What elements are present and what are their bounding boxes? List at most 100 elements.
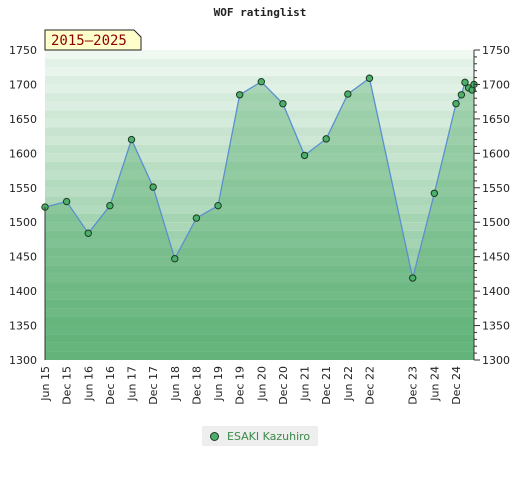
legend: ESAKI Kazuhiro (202, 426, 318, 446)
grid-band (45, 213, 474, 223)
y-tick-label: 1600 (482, 147, 510, 160)
data-point (257, 77, 266, 86)
x-tick-label: Dec 18 (190, 366, 203, 405)
x-tick-label: Jun 17 (126, 366, 139, 402)
data-point (452, 100, 460, 108)
grid-band (45, 187, 474, 197)
x-tick-label: Dec 17 (147, 366, 160, 405)
x-tick-label: Jun 22 (342, 366, 355, 402)
y-tick-label: 1750 (482, 44, 510, 57)
data-point (365, 74, 374, 82)
grid-band (45, 196, 474, 205)
grid-band (45, 179, 474, 188)
grid-band (45, 248, 474, 257)
grid-band (45, 170, 474, 180)
data-point (149, 183, 157, 191)
y-tick-label: 1650 (482, 113, 510, 126)
grid-band (45, 101, 474, 111)
data-point (300, 151, 309, 160)
grid-band (45, 50, 474, 59)
x-tick-label: Dec 20 (277, 366, 290, 405)
chart-title: WOF ratinglist (213, 6, 307, 19)
grid-band (45, 127, 474, 137)
data-point (84, 229, 92, 237)
area-layer (45, 78, 474, 360)
grid-band (45, 316, 474, 326)
grid-band (45, 84, 474, 94)
data-point (106, 201, 114, 210)
grid-band (45, 256, 474, 266)
data-point (409, 274, 417, 282)
x-tick-label: Dec 22 (363, 366, 376, 405)
data-point (279, 100, 287, 108)
grid-band (45, 273, 474, 283)
grid-band (45, 205, 474, 214)
grid-band (45, 342, 474, 352)
x-tick-label: Dec 24 (450, 366, 463, 405)
data-point (235, 91, 244, 99)
y-tick-label: 1500 (482, 216, 510, 229)
data-point (171, 255, 179, 263)
grid-band (45, 67, 474, 76)
y-tick-label: 1700 (482, 78, 510, 91)
x-tick-label: Jun 18 (169, 366, 182, 402)
y-tick-label: 1500 (9, 216, 37, 229)
grid-band (45, 110, 474, 119)
data-point (192, 214, 201, 222)
x-tick-label: Dec 23 (407, 366, 420, 405)
grid-band (45, 291, 474, 300)
legend-label: ESAKI Kazuhiro (227, 429, 311, 443)
data-point (127, 135, 136, 144)
series-area (45, 78, 474, 360)
x-tick-label: Dec 15 (61, 366, 74, 405)
grid-band (45, 334, 474, 343)
x-tick-label: Jun 24 (428, 366, 441, 402)
grid-band (45, 118, 474, 128)
y-tick-labels-left: 1300 1350 1400 1450 1500 1550 1600 1650 1700 1750 (9, 44, 37, 367)
y-tick-label: 1300 (9, 354, 37, 367)
axes-layer (44, 49, 480, 361)
grid-band (45, 136, 474, 145)
x-tick-labels: Jun 15 Dec 15 Jun 16 Dec 16 Jun 17 Dec 17 Jun … (39, 366, 463, 405)
x-tick-label: Dec 21 (320, 366, 333, 405)
grid-band (45, 308, 474, 317)
grid-band (45, 153, 474, 162)
grid-band (45, 230, 474, 240)
y-tick-label: 1400 (9, 285, 37, 298)
grid-band (45, 282, 474, 292)
grid-band (45, 325, 474, 335)
x-tick-label: Dec 16 (104, 366, 117, 405)
legend-marker-icon (210, 431, 219, 441)
x-tick-label: Jun 20 (255, 366, 268, 402)
data-point (214, 201, 222, 210)
grid-band (45, 161, 474, 171)
y-tick-label: 1700 (9, 78, 37, 91)
y-tick-label: 1650 (9, 113, 37, 126)
x-tick-label: Jun 21 (299, 366, 312, 402)
grid-band (45, 299, 474, 309)
y-tick-label: 1600 (9, 147, 37, 160)
grid-band (45, 93, 474, 102)
y-tick-label: 1550 (482, 182, 510, 195)
data-point (62, 197, 71, 206)
grid-band (45, 144, 474, 154)
x-tick-label: Jun 15 (39, 366, 52, 402)
data-point (457, 91, 466, 99)
y-tick-label: 1350 (9, 320, 37, 333)
y-tick-label: 1450 (9, 251, 37, 264)
period-label: 2015–2025 (51, 33, 127, 49)
y-tick-label: 1750 (9, 44, 37, 57)
grid-band (45, 222, 474, 231)
x-tick-label: Jun 19 (212, 366, 225, 402)
grid-band (45, 58, 474, 68)
period-badge: 2015–2025 (44, 29, 142, 51)
y-tick-label: 1350 (482, 320, 510, 333)
grid-band (45, 351, 474, 360)
grid-band (45, 265, 474, 274)
y-tick-label: 1300 (482, 354, 510, 367)
data-point (461, 78, 469, 87)
data-point (430, 189, 439, 197)
y-tick-label: 1450 (482, 251, 510, 264)
data-point (322, 135, 330, 143)
